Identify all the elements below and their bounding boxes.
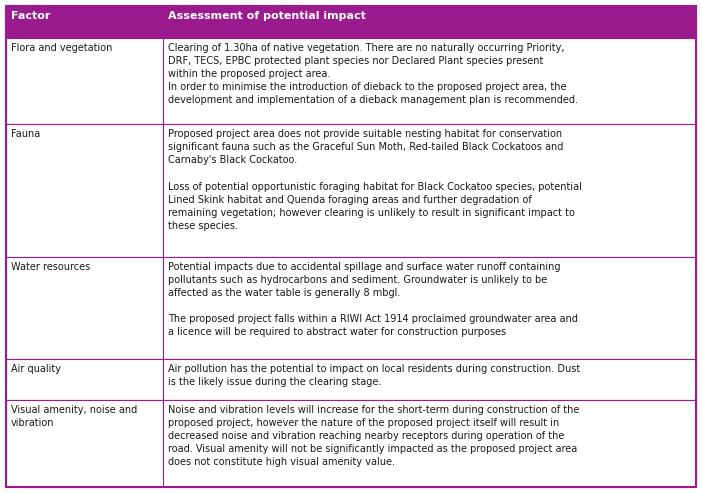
Bar bbox=[6, 358, 696, 400]
Bar bbox=[6, 6, 696, 37]
Text: Fauna: Fauna bbox=[11, 130, 40, 140]
Text: Air pollution has the potential to impact on local residents during construction: Air pollution has the potential to impac… bbox=[168, 364, 581, 387]
Bar bbox=[6, 400, 696, 487]
Text: Potential impacts due to accidental spillage and surface water runoff containing: Potential impacts due to accidental spil… bbox=[168, 262, 578, 337]
Text: Assessment of potential impact: Assessment of potential impact bbox=[168, 11, 366, 21]
Text: Water resources: Water resources bbox=[11, 262, 91, 272]
Text: Air quality: Air quality bbox=[11, 364, 61, 374]
Text: Factor: Factor bbox=[11, 11, 51, 21]
Bar bbox=[6, 37, 696, 124]
Text: Noise and vibration levels will increase for the short-term during construction : Noise and vibration levels will increase… bbox=[168, 405, 579, 467]
Text: Flora and vegetation: Flora and vegetation bbox=[11, 42, 112, 53]
Text: Visual amenity, noise and
vibration: Visual amenity, noise and vibration bbox=[11, 405, 138, 428]
Bar bbox=[6, 124, 696, 257]
Text: Proposed project area does not provide suitable nesting habitat for conservation: Proposed project area does not provide s… bbox=[168, 130, 582, 231]
Text: Clearing of 1.30ha of native vegetation. There are no naturally occurring Priori: Clearing of 1.30ha of native vegetation.… bbox=[168, 42, 578, 105]
Bar bbox=[6, 257, 696, 358]
